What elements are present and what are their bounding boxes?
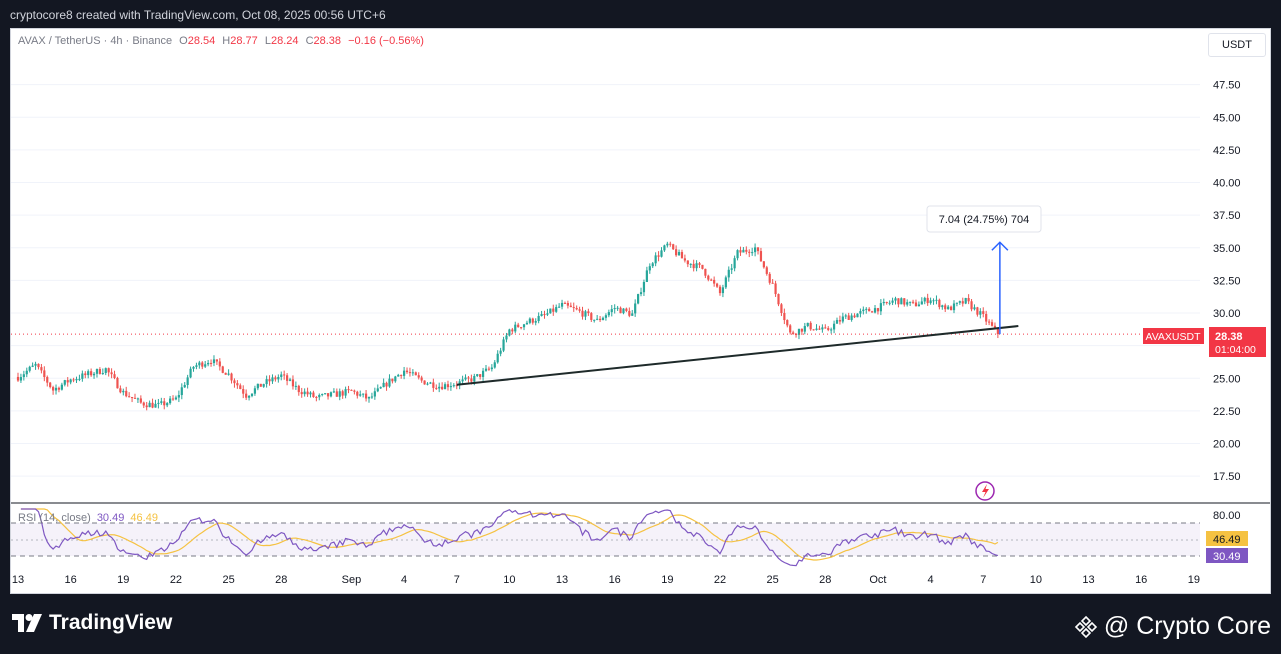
binance-icon: [1074, 615, 1098, 638]
tradingview-brand: TradingView: [49, 611, 173, 634]
legend-high: 28.77: [230, 35, 258, 47]
tradingview-logo[interactable]: TradingView: [12, 611, 172, 635]
watermark-text: @ Crypto Core: [1103, 612, 1271, 640]
legend-low-label: L: [264, 35, 271, 47]
legend-high-label: H: [222, 35, 231, 47]
author-line: cryptocore8 created with TradingView.com…: [0, 0, 1281, 28]
symbol-legend: AVAX / TetherUS · 4h · Binance O28.54 H2…: [18, 35, 424, 47]
rsi-legend-value: 30.49: [96, 512, 125, 524]
rsi-legend-ma: 46.49: [130, 512, 158, 524]
tradingview-logo-icon: [12, 614, 42, 632]
legend-close: 28.38: [313, 35, 342, 47]
legend-close-label: C: [305, 35, 314, 47]
chart-frame[interactable]: [10, 28, 1271, 594]
legend-symbol: AVAX / TetherUS · 4h · Binance: [18, 35, 173, 47]
legend-low: 28.24: [270, 35, 299, 47]
rsi-legend-label: RSI (14, close): [18, 512, 91, 524]
footer-bar: [0, 594, 1281, 654]
currency-button[interactable]: USDT: [1208, 33, 1266, 57]
rsi-legend: RSI (14, close) 30.49 46.49: [18, 512, 158, 524]
legend-open: 28.54: [187, 35, 216, 47]
legend-open-label: O: [179, 35, 188, 47]
watermark: @ Crypto Core: [1074, 612, 1271, 641]
legend-change: −0.16 (−0.56%): [348, 35, 424, 47]
